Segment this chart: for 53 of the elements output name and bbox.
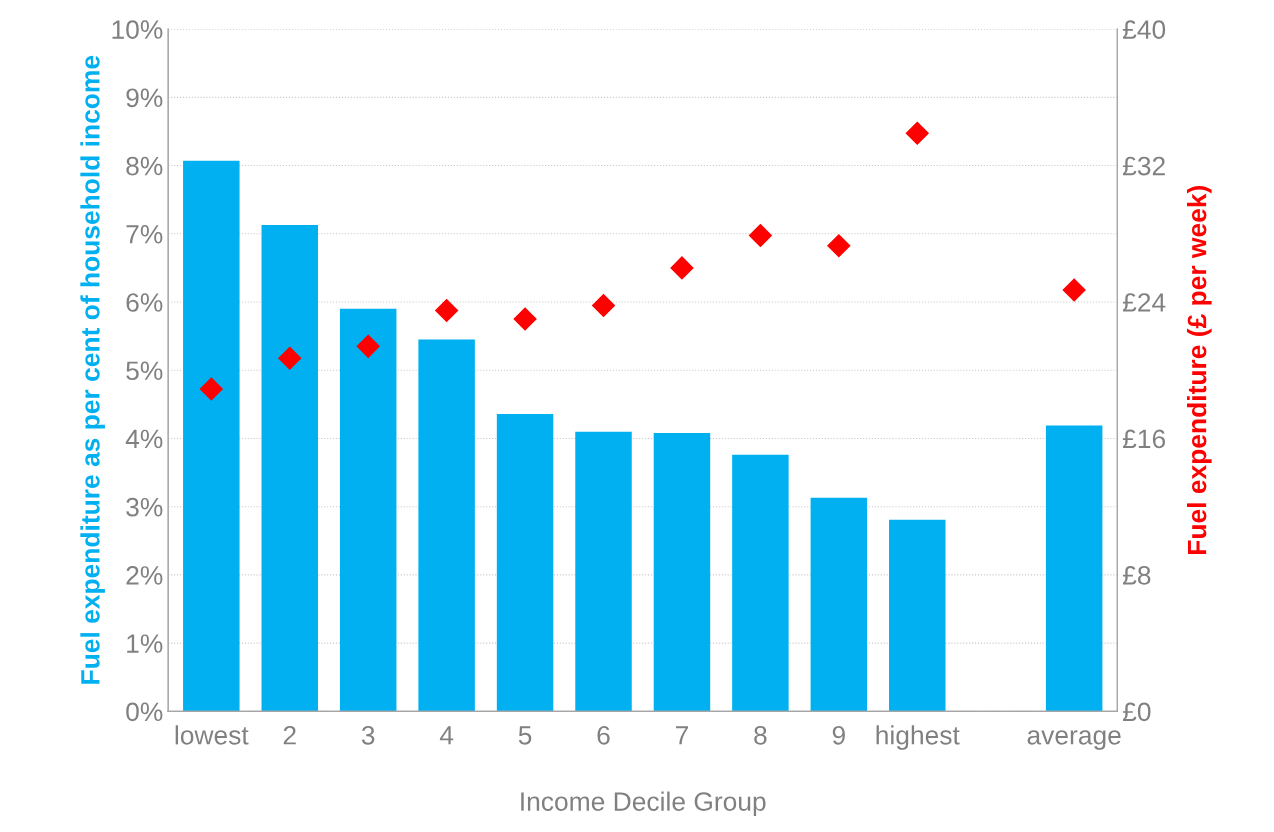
y-tick-label: 1%	[127, 634, 163, 653]
y2-axis-title: Fuel expenditure (£ per week)	[1187, 186, 1212, 554]
x-tick-label: average	[1027, 730, 1121, 750]
point	[513, 307, 537, 331]
bar	[1045, 425, 1103, 712]
x-tick-label: 7	[675, 726, 688, 745]
y-tick-label: 7%	[126, 225, 163, 244]
y2-tick-label: £16	[1122, 429, 1166, 449]
y2-tick-label: £0	[1122, 702, 1151, 722]
point	[435, 299, 459, 323]
bar	[339, 308, 397, 712]
point	[827, 234, 851, 258]
y-tick-label: 10%	[112, 20, 163, 39]
y-tick-label: 3%	[126, 497, 163, 517]
y2-tick-label: £32	[1122, 156, 1165, 176]
y2-tick-label: £40	[1122, 20, 1166, 39]
y-tick-label: 8%	[126, 156, 163, 176]
x-tick-label: 9	[832, 725, 845, 745]
point	[592, 293, 616, 317]
y2-tick-label: £8	[1122, 566, 1151, 585]
point	[670, 256, 694, 280]
x-tick-label: 6	[597, 725, 610, 745]
y-tick-label: 6%	[126, 293, 163, 312]
x-tick-label: 4	[439, 726, 454, 745]
bar	[575, 431, 632, 712]
y-tick-label: 0%	[126, 702, 163, 722]
point	[1062, 278, 1086, 302]
point	[905, 121, 929, 145]
bar	[418, 339, 475, 712]
bar	[261, 224, 318, 712]
x-tick-label: 2	[283, 725, 296, 745]
point	[356, 334, 380, 358]
x-tick-label: 5	[518, 726, 532, 745]
bar	[496, 413, 554, 712]
bar	[889, 519, 946, 712]
x-tick-label: highest	[876, 725, 960, 750]
y-tick-label: 2%	[126, 566, 163, 585]
y-tick-label: 4%	[125, 429, 163, 449]
bar	[653, 433, 711, 712]
y-tick-label: 5%	[126, 361, 163, 381]
bar	[732, 454, 789, 712]
x-tick-label: 8	[754, 725, 767, 745]
point	[199, 377, 223, 401]
y-axis-title: Fuel expenditure as per cent of household income	[80, 55, 105, 684]
y-tick-label: 9%	[126, 88, 163, 108]
bar	[183, 160, 240, 712]
x-tick-label: lowest	[175, 725, 249, 745]
x-axis-title: Income Decile Group	[521, 791, 766, 817]
y2-tick-label: £24	[1122, 293, 1166, 312]
point	[278, 346, 302, 370]
bar	[810, 497, 868, 712]
x-tick-label: 3	[361, 725, 375, 745]
point	[748, 223, 772, 247]
